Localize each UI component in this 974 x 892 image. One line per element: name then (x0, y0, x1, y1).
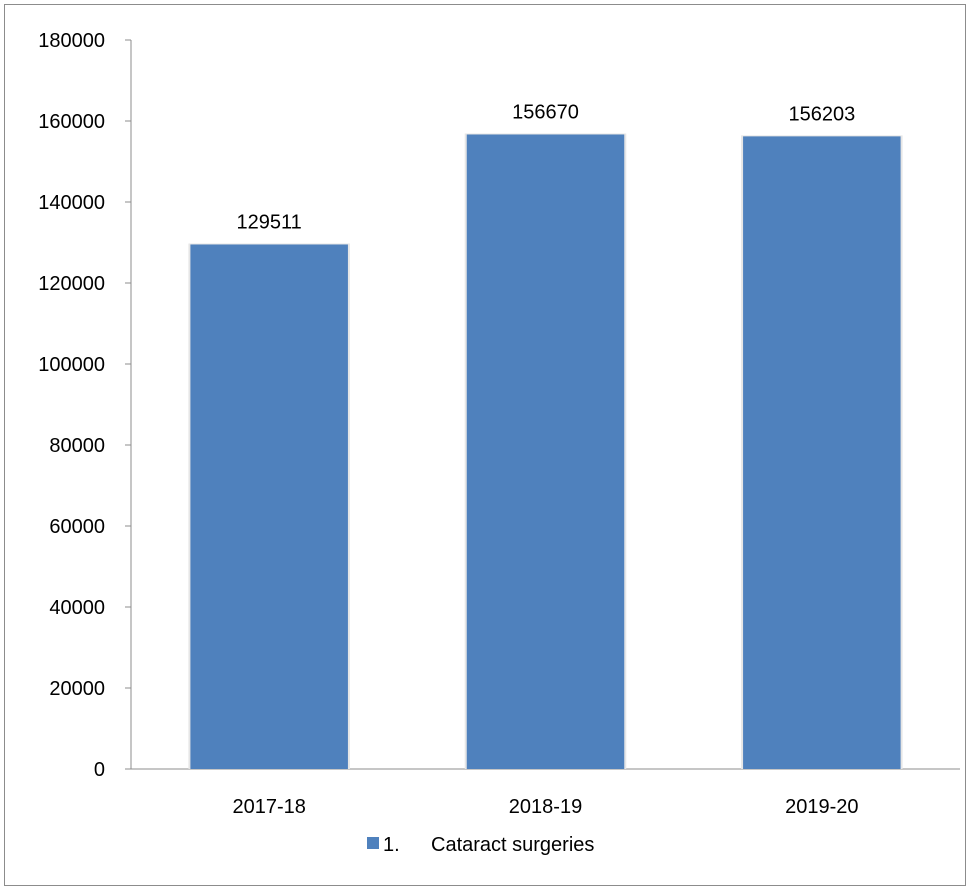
legend: 1. Cataract surgeries (367, 834, 594, 856)
bar-2018-19 (466, 134, 625, 769)
bar-2017-18 (190, 244, 348, 769)
y-tick-label: 120000 (38, 273, 105, 295)
y-tick-label: 140000 (38, 192, 105, 214)
chart-frame: 0 20000 40000 60000 80000 100000 120000 140000 1… (4, 4, 966, 886)
y-tick-label: 20000 (49, 678, 105, 700)
x-axis: 2017-18 2018-19 2019-20 (131, 768, 960, 818)
y-tick-label: 100000 (38, 354, 105, 376)
legend-label: Cataract surgeries (431, 834, 594, 856)
bar-2019-20 (743, 136, 901, 769)
x-tick-label: 2017-18 (232, 796, 305, 818)
y-tick-label: 80000 (49, 435, 105, 457)
data-label: 156670 (512, 101, 579, 123)
x-tick-label: 2018-19 (509, 796, 582, 818)
x-tick-label: 2019-20 (785, 796, 858, 818)
y-tick-label: 60000 (49, 516, 105, 538)
y-tick-label: 180000 (38, 30, 105, 52)
y-axis: 0 20000 40000 60000 80000 100000 120000 140000 1… (38, 30, 132, 781)
y-tick-label: 40000 (49, 597, 105, 619)
legend-swatch (367, 837, 379, 849)
legend-marker: 1. (383, 834, 400, 856)
data-label: 129511 (237, 211, 302, 233)
y-tick-label: 0 (94, 759, 105, 781)
bar-chart: 0 20000 40000 60000 80000 100000 120000 140000 1… (38, 30, 960, 856)
y-tick-label: 160000 (38, 111, 105, 133)
bar-series: 129511 156670 156203 (188, 101, 903, 769)
data-label: 156203 (788, 103, 855, 125)
